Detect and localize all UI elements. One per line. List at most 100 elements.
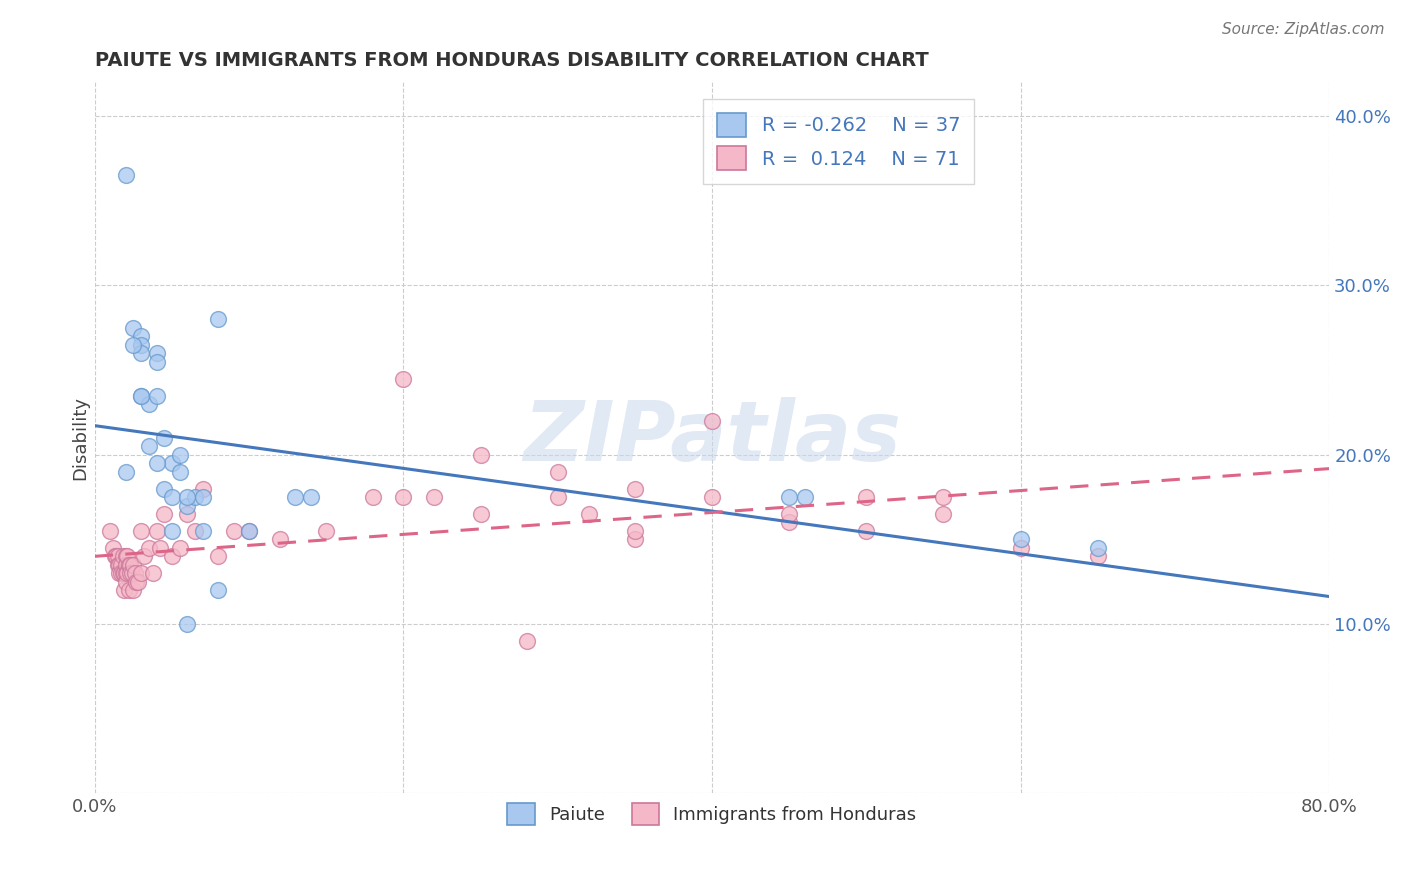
Point xyxy=(392,371,415,385)
Point xyxy=(124,566,146,581)
Point xyxy=(153,431,176,445)
Point xyxy=(184,524,207,538)
Point xyxy=(855,524,877,538)
Point xyxy=(184,490,207,504)
Point xyxy=(176,507,198,521)
Point xyxy=(624,524,647,538)
Point xyxy=(470,507,492,521)
Point xyxy=(111,566,134,581)
Point xyxy=(700,490,723,504)
Point xyxy=(145,388,167,402)
Point xyxy=(176,617,198,632)
Point xyxy=(114,566,136,581)
Point xyxy=(108,558,131,572)
Point xyxy=(103,541,125,555)
Point xyxy=(516,634,538,648)
Point xyxy=(547,490,569,504)
Point xyxy=(1010,533,1032,547)
Point xyxy=(1087,549,1109,564)
Point xyxy=(114,574,136,589)
Point xyxy=(222,524,245,538)
Point xyxy=(121,566,143,581)
Legend: Paiute, Immigrants from Honduras: Paiute, Immigrants from Honduras xyxy=(499,794,925,834)
Text: ZIPatlas: ZIPatlas xyxy=(523,397,901,478)
Point xyxy=(932,507,955,521)
Text: PAIUTE VS IMMIGRANTS FROM HONDURAS DISABILITY CORRELATION CHART: PAIUTE VS IMMIGRANTS FROM HONDURAS DISAB… xyxy=(94,51,928,70)
Point xyxy=(115,549,138,564)
Point xyxy=(122,337,145,351)
Point xyxy=(129,566,152,581)
Point xyxy=(160,549,183,564)
Point xyxy=(191,524,214,538)
Point xyxy=(115,566,138,581)
Point xyxy=(112,583,135,598)
Point xyxy=(118,583,141,598)
Point xyxy=(700,414,723,428)
Point xyxy=(134,549,156,564)
Point xyxy=(191,490,214,504)
Point xyxy=(160,456,183,470)
Point xyxy=(423,490,446,504)
Point xyxy=(138,541,160,555)
Point xyxy=(169,541,191,555)
Point xyxy=(547,465,569,479)
Point xyxy=(778,507,800,521)
Point xyxy=(110,558,132,572)
Point xyxy=(624,533,647,547)
Point xyxy=(361,490,384,504)
Point xyxy=(1010,541,1032,555)
Point xyxy=(176,499,198,513)
Point xyxy=(269,533,291,547)
Point xyxy=(104,549,127,564)
Point xyxy=(176,490,198,504)
Point xyxy=(855,490,877,504)
Point xyxy=(238,524,260,538)
Point xyxy=(142,566,165,581)
Point xyxy=(238,524,260,538)
Point xyxy=(932,490,955,504)
Point xyxy=(110,566,132,581)
Point xyxy=(105,549,128,564)
Point xyxy=(138,439,160,453)
Point xyxy=(122,558,145,572)
Point xyxy=(793,490,815,504)
Point xyxy=(153,482,176,496)
Point xyxy=(153,507,176,521)
Point xyxy=(169,465,191,479)
Point xyxy=(114,465,136,479)
Point xyxy=(149,541,172,555)
Point xyxy=(207,312,229,326)
Text: Source: ZipAtlas.com: Source: ZipAtlas.com xyxy=(1222,22,1385,37)
Point xyxy=(145,456,167,470)
Point xyxy=(160,490,183,504)
Point xyxy=(127,574,149,589)
Point xyxy=(122,583,145,598)
Point xyxy=(122,321,145,335)
Point xyxy=(98,524,121,538)
Point xyxy=(129,346,152,360)
Point xyxy=(191,482,214,496)
Point xyxy=(145,354,167,368)
Y-axis label: Disability: Disability xyxy=(72,396,89,480)
Point xyxy=(114,558,136,572)
Point xyxy=(578,507,600,521)
Point xyxy=(129,337,152,351)
Point xyxy=(778,516,800,530)
Point xyxy=(169,448,191,462)
Point xyxy=(207,549,229,564)
Point xyxy=(107,558,129,572)
Point xyxy=(284,490,307,504)
Point xyxy=(120,566,142,581)
Point xyxy=(624,482,647,496)
Point xyxy=(114,169,136,183)
Point xyxy=(207,583,229,598)
Point xyxy=(111,549,134,564)
Point xyxy=(108,566,131,581)
Point xyxy=(778,490,800,504)
Point xyxy=(129,388,152,402)
Point xyxy=(129,524,152,538)
Point xyxy=(1087,541,1109,555)
Point xyxy=(118,558,141,572)
Point xyxy=(129,388,152,402)
Point xyxy=(107,549,129,564)
